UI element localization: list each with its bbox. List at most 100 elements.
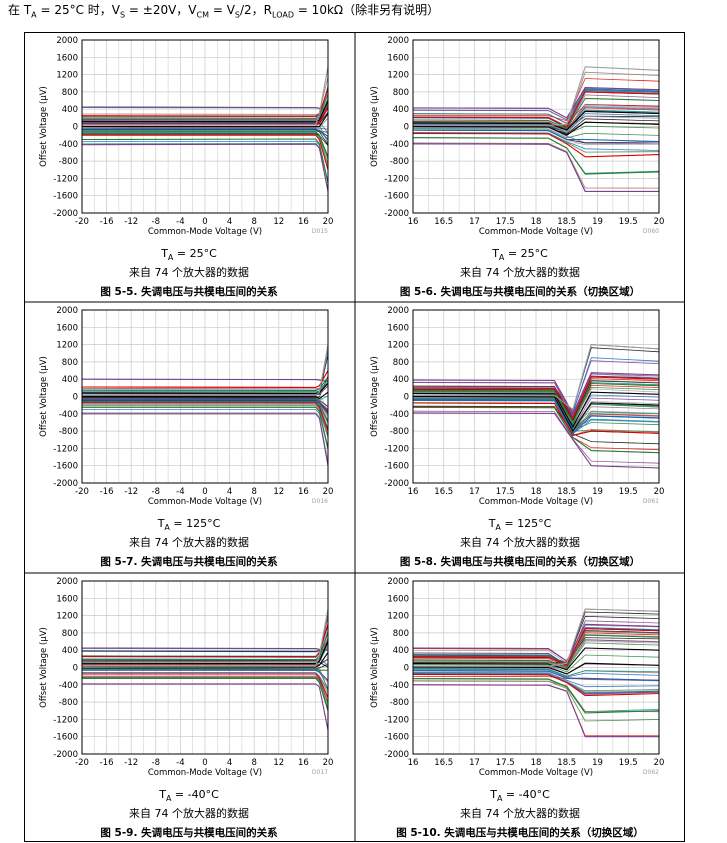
condition-ta-sub: A <box>498 253 505 263</box>
y-tick-label: -1200 <box>384 174 409 184</box>
x-tick-label: 17.5 <box>496 758 515 768</box>
bundle-trace <box>412 380 660 422</box>
header-vs2-sub: S <box>234 10 240 20</box>
plot-frame <box>81 309 329 484</box>
bundle-trace <box>412 668 660 677</box>
data-source-note: 来自 74 个放大器的数据 <box>460 536 580 549</box>
series-line-amp-9 <box>412 684 659 738</box>
plot-frame <box>412 580 660 755</box>
bundle-trace <box>82 400 329 410</box>
x-tick-label: 18.5 <box>557 217 576 227</box>
x-axis-label: Common-Mode Voltage (V) <box>479 497 593 507</box>
x-tick-label: -16 <box>100 217 114 227</box>
bundle-trace <box>82 676 329 709</box>
bundle-trace <box>412 373 660 416</box>
y-axis-label: Offset Voltage (µV) <box>39 86 49 167</box>
y-tick-label: 1200 <box>387 71 409 81</box>
x-tick-label: 20 <box>654 758 665 768</box>
bundle-trace <box>81 133 329 146</box>
series-line-amp-9 <box>412 412 660 469</box>
series-line-amp-3 <box>412 634 660 669</box>
y-tick-label: -800 <box>59 427 78 437</box>
series-line-amp-1 <box>412 623 660 662</box>
y-tick-label: -1600 <box>384 733 409 743</box>
x-tick-label: 4 <box>227 217 232 227</box>
x-tick-label: 18.5 <box>557 758 576 768</box>
series-line-amp-7 <box>82 128 329 140</box>
series-line-amp-8 <box>412 678 660 714</box>
series-line-amp-7 <box>412 402 660 437</box>
condition-ta-sub: A <box>167 253 174 263</box>
bundle-trace <box>81 401 329 423</box>
header-ta-sub: A <box>31 10 37 20</box>
x-tick-label: 19 <box>592 217 603 227</box>
x-axis-label: Common-Mode Voltage (V) <box>148 768 262 778</box>
bundle-trace <box>412 386 660 426</box>
series-line-amp-3 <box>81 376 329 391</box>
series-line-amp-10 <box>82 608 329 667</box>
series-lines <box>81 344 329 466</box>
y-tick-label: 1200 <box>56 341 78 351</box>
figure-code: D060 <box>643 228 659 235</box>
condition-label: TA = 25°C <box>355 247 685 262</box>
bundle-trace <box>412 632 660 667</box>
x-axis-label: Common-Mode Voltage (V) <box>479 768 593 778</box>
y-tick-label: -1200 <box>53 444 78 454</box>
y-tick-label: 400 <box>62 105 78 115</box>
bundle-trace <box>81 401 329 429</box>
y-tick-label: 800 <box>393 88 409 98</box>
y-tick-label: -2000 <box>384 479 409 489</box>
series-line-amp-2 <box>81 370 329 388</box>
y-tick-label: 400 <box>62 375 78 385</box>
y-tick-label: 2000 <box>387 36 409 46</box>
bundle-trace <box>81 129 329 146</box>
bundle-trace <box>412 126 660 145</box>
condition-ta-value: = 25°C <box>173 247 217 260</box>
condition-ta: T <box>161 247 168 260</box>
y-axis-label: Offset Voltage (µV) <box>370 627 380 708</box>
series-lines <box>81 66 329 192</box>
x-tick-label: 19.5 <box>619 217 638 227</box>
series-lines <box>81 608 329 731</box>
y-tick-label: 0 <box>73 393 78 403</box>
bundle-trace <box>81 664 329 670</box>
series-line-amp-8 <box>412 406 660 454</box>
series-line-amp-1 <box>81 647 329 651</box>
x-tick-label: 20 <box>323 217 334 227</box>
x-tick-label: 17 <box>469 758 480 768</box>
bundle-trace <box>412 128 660 139</box>
y-axis-label: Offset Voltage (µV) <box>39 627 49 708</box>
header-rload-value: = 10kΩ（除非另有说明） <box>294 3 440 17</box>
series-lines <box>412 608 660 738</box>
y-tick-label: 800 <box>393 629 409 639</box>
y-tick-label: 0 <box>404 393 409 403</box>
x-axis-label: Common-Mode Voltage (V) <box>479 227 593 237</box>
plot-frame <box>412 309 660 484</box>
y-tick-label: 800 <box>393 358 409 368</box>
x-tick-label: -4 <box>176 758 184 768</box>
y-tick-label: -1200 <box>53 174 78 184</box>
x-tick-label: 18 <box>531 758 542 768</box>
bundle-trace <box>81 672 329 691</box>
plot-frame <box>81 580 329 755</box>
series-line-amp-10 <box>413 344 660 411</box>
condition-ta: T <box>159 788 166 801</box>
header-prefix: 在 T <box>8 3 32 17</box>
condition-ta-sub: A <box>164 523 170 533</box>
y-tick-label: 2000 <box>56 577 78 587</box>
x-axis-label: Common-Mode Voltage (V) <box>148 497 262 507</box>
x-tick-label: 16.5 <box>434 758 453 768</box>
bundle-trace <box>81 381 329 394</box>
chart-panel-fig-5-6: 2000 1600 1200 800 400 0 -400 -800 -1200 -1600 -20… <box>355 32 685 302</box>
series-line-amp-6 <box>412 129 660 143</box>
y-tick-label: -2000 <box>384 209 409 219</box>
series-line-amp-8 <box>82 406 329 449</box>
bundle-trace <box>412 680 660 713</box>
series-line-amp-4 <box>412 391 660 428</box>
x-tick-label: -12 <box>124 758 138 768</box>
x-tick-label: 18 <box>531 217 542 227</box>
y-tick-label: 1200 <box>56 612 78 622</box>
y-tick-label: -2000 <box>53 209 78 219</box>
condition-ta-value: = 125°C <box>500 517 552 530</box>
